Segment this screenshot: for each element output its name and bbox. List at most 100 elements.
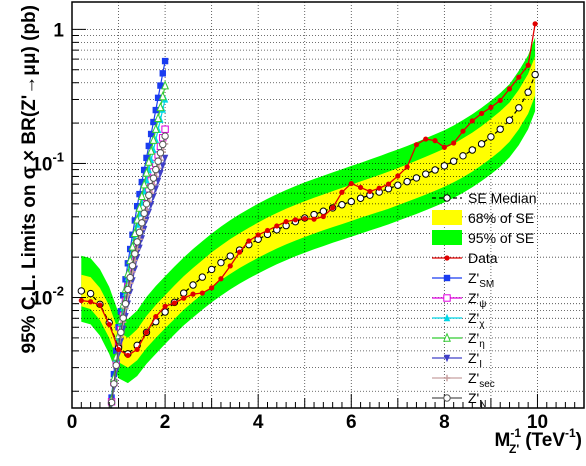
data-point xyxy=(451,140,457,146)
series-point xyxy=(112,361,120,369)
legend-label-main: Z' xyxy=(468,290,479,306)
legend-label: Z'ψ xyxy=(468,290,486,310)
data-point xyxy=(153,314,159,320)
y-tick-label: 10-2 xyxy=(31,284,64,310)
median-point xyxy=(515,104,523,112)
data-point xyxy=(255,232,261,238)
data-point xyxy=(246,238,252,244)
median-point xyxy=(207,265,216,274)
series-point xyxy=(147,182,155,191)
data-point xyxy=(516,74,522,80)
series-point xyxy=(133,202,141,210)
median-point xyxy=(403,177,411,186)
series-point xyxy=(159,140,167,149)
data-point xyxy=(274,223,280,229)
median-point xyxy=(505,116,514,124)
data-point xyxy=(162,303,168,309)
series-point xyxy=(135,202,144,212)
series-point xyxy=(145,142,152,150)
legend-marker xyxy=(443,294,451,302)
series-point xyxy=(157,82,164,89)
series-point xyxy=(128,241,137,251)
data-point xyxy=(357,184,364,191)
data-point xyxy=(106,321,112,328)
data-point xyxy=(330,205,336,211)
series-point xyxy=(140,179,149,189)
median-point xyxy=(487,133,495,141)
data-point xyxy=(171,300,177,306)
median-point xyxy=(338,201,346,209)
data-point xyxy=(348,180,354,187)
series-point xyxy=(143,154,150,162)
median-point xyxy=(449,157,458,165)
data-point xyxy=(88,299,94,305)
series-point xyxy=(151,123,160,133)
data-point xyxy=(497,97,503,104)
median-point xyxy=(440,162,449,170)
y-tick-exponent: -1 xyxy=(52,149,64,164)
data-point xyxy=(209,285,215,291)
series-point xyxy=(161,132,169,140)
median-point xyxy=(431,166,439,174)
data-point xyxy=(78,297,84,304)
y-tick-exponent: -2 xyxy=(52,284,64,299)
x-axis-title-sub: Z' xyxy=(509,442,519,456)
legend-label-main: Z' xyxy=(468,330,479,346)
series-point xyxy=(154,94,162,102)
data-point xyxy=(423,136,429,142)
median-point xyxy=(422,170,430,178)
legend-item-3: Data xyxy=(432,250,498,266)
legend-marker xyxy=(443,194,451,202)
y-axis-title: 95% C.L. Limits on σ × BR(Z'→μμ) (pb) xyxy=(19,5,40,353)
series-point xyxy=(149,134,158,144)
legend-marker xyxy=(443,374,451,382)
data-point xyxy=(283,219,289,225)
series-point xyxy=(115,350,122,359)
legend-label-main: Z' xyxy=(468,270,479,286)
series-point xyxy=(147,145,156,155)
data-point xyxy=(367,188,373,195)
data-point xyxy=(134,346,140,353)
median-point xyxy=(468,146,476,154)
series-point xyxy=(121,300,130,308)
legend-label-sub: SM xyxy=(479,279,494,290)
legend-label-sub: sec xyxy=(479,379,495,390)
legend-label: Z'N xyxy=(468,390,486,410)
legend-label-main: Data xyxy=(468,250,498,266)
legend-label: Z'I xyxy=(468,350,482,370)
y-tick-base: 10 xyxy=(31,289,52,310)
x-axis-title-m: M xyxy=(495,430,511,451)
legend-label: 68% of SE xyxy=(468,210,534,226)
plot-frame xyxy=(71,1,585,409)
series-point xyxy=(152,165,160,174)
series-point xyxy=(137,190,146,201)
series-point xyxy=(138,178,146,186)
legend-label-main: 68% of SE xyxy=(468,210,534,226)
legend-swatch xyxy=(432,210,462,225)
series-point xyxy=(140,166,148,174)
legend-item-7: Z'η xyxy=(432,330,485,350)
median-point xyxy=(524,88,532,96)
median-point xyxy=(347,197,355,206)
median-point xyxy=(86,289,95,298)
series-point xyxy=(129,268,136,276)
series-point xyxy=(157,170,164,178)
legend-swatch xyxy=(432,230,462,245)
x-tick-label: 10 xyxy=(527,412,548,433)
legend-item-6: Z'χ xyxy=(432,310,485,330)
series-point xyxy=(110,380,118,388)
legend-label-sub: χ xyxy=(479,319,485,330)
legend-label: Z'SM xyxy=(468,270,494,290)
data-point xyxy=(488,104,494,110)
legend-item-9: Z'sec xyxy=(432,370,495,390)
legend-item-0: SE Median xyxy=(432,190,536,206)
legend-item-2: 95% of SE xyxy=(432,230,534,246)
data-point xyxy=(199,290,205,296)
legend-item-1: 68% of SE xyxy=(432,210,534,226)
series-point xyxy=(144,156,153,166)
data-point xyxy=(525,62,531,68)
data-point xyxy=(143,329,150,335)
x-tick-label: 8 xyxy=(439,412,450,433)
series-point xyxy=(156,149,165,157)
